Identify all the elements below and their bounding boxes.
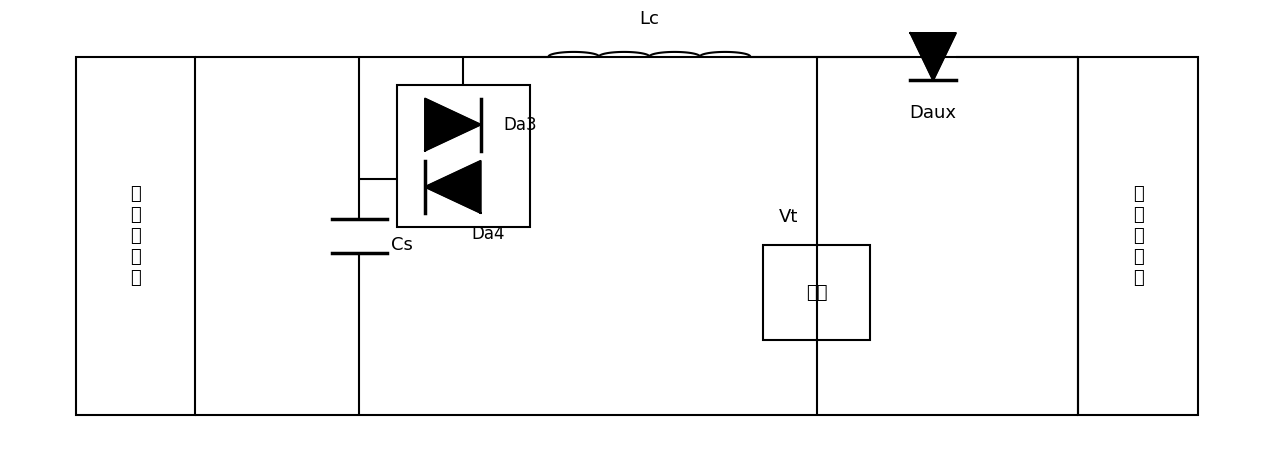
Text: Daux: Daux: [909, 104, 957, 122]
Text: Vt: Vt: [779, 208, 798, 226]
Bar: [763, 245, 870, 340]
Text: 试品: 试品: [806, 284, 827, 302]
Text: Lc: Lc: [639, 10, 660, 28]
Text: Cs: Cs: [391, 236, 412, 254]
Polygon shape: [910, 33, 956, 80]
Text: 低
压
电
流
源: 低 压 电 流 源: [1132, 185, 1144, 287]
Text: 高
压
电
压
源: 高 压 电 压 源: [130, 185, 141, 287]
Polygon shape: [425, 161, 480, 213]
Text: Da3: Da3: [503, 116, 537, 134]
Bar: [76, 57, 195, 415]
Bar: [1078, 57, 1198, 415]
Bar: [397, 85, 530, 227]
Text: Da4: Da4: [472, 225, 506, 243]
Polygon shape: [425, 99, 480, 151]
